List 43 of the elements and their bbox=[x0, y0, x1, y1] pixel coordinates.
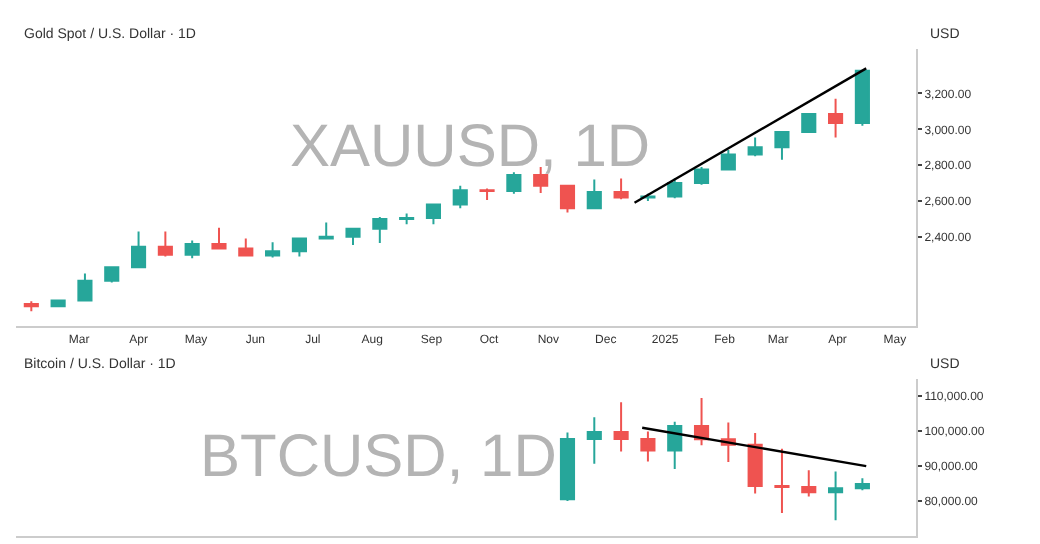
candlestick bbox=[318, 221, 334, 241]
candlestick bbox=[211, 226, 227, 251]
candlestick bbox=[586, 178, 602, 210]
candlestick bbox=[747, 136, 763, 158]
candlestick bbox=[854, 69, 870, 127]
candlestick bbox=[667, 420, 683, 470]
candlestick bbox=[23, 300, 39, 313]
candlestick bbox=[774, 130, 790, 161]
candlestick bbox=[720, 148, 736, 171]
candlestick bbox=[265, 241, 281, 259]
text: XAUUSD, 1D bbox=[290, 114, 651, 180]
candlestick bbox=[640, 430, 656, 463]
candlestick bbox=[801, 112, 817, 133]
candlestick bbox=[157, 230, 173, 258]
candlestick bbox=[184, 239, 200, 260]
candlestick bbox=[50, 298, 66, 308]
candlestick bbox=[425, 202, 442, 226]
candlestick bbox=[828, 470, 844, 522]
candlestick bbox=[452, 184, 468, 210]
candlestick bbox=[613, 401, 629, 453]
candlestick bbox=[613, 177, 629, 201]
candlestick bbox=[399, 212, 415, 226]
candlestick bbox=[586, 416, 602, 465]
candlestick bbox=[693, 397, 710, 447]
candlestick bbox=[104, 265, 120, 284]
candlestick bbox=[774, 447, 790, 514]
candlestick bbox=[693, 165, 710, 186]
candlestick bbox=[747, 431, 763, 495]
candlestick bbox=[801, 469, 817, 498]
candlestick bbox=[559, 183, 576, 214]
candlestick bbox=[238, 237, 254, 258]
candlestick bbox=[479, 187, 495, 202]
candlestick bbox=[667, 177, 683, 200]
candlestick bbox=[345, 226, 361, 246]
candlestick bbox=[372, 216, 388, 245]
candlestick bbox=[506, 171, 522, 195]
text: BTCUSD, 1D bbox=[200, 424, 557, 490]
candlestick bbox=[130, 230, 147, 270]
candlestick bbox=[559, 431, 576, 503]
candlestick bbox=[291, 236, 307, 258]
candlestick bbox=[828, 97, 844, 139]
candlestick bbox=[77, 272, 93, 303]
candlestick bbox=[854, 477, 870, 492]
